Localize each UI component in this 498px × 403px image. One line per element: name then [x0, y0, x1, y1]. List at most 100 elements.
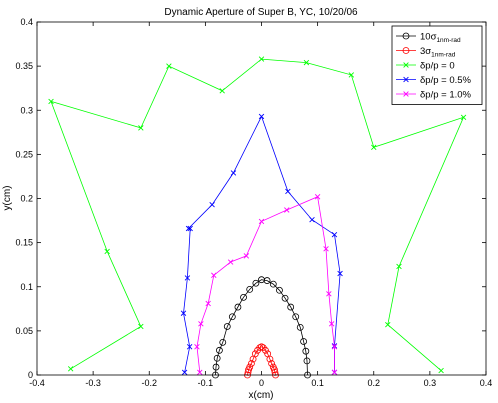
x-tick-label: 0.4: [480, 378, 493, 388]
series-4: [194, 194, 338, 376]
data-point: [396, 263, 402, 270]
data-point: [246, 285, 254, 293]
data-point: [258, 343, 265, 351]
data-point: [138, 125, 144, 131]
x-tick-label: -0.3: [85, 378, 101, 388]
data-point: [219, 338, 227, 346]
y-tick-label: 0.35: [15, 61, 33, 71]
legend-entry: δp/p = 0.5%: [396, 75, 472, 86]
data-point: [296, 323, 304, 331]
data-point: [326, 291, 332, 297]
data-point: [438, 367, 444, 374]
data-point: [246, 363, 254, 371]
data-point: [266, 355, 274, 363]
x-tick-label: -0.2: [141, 378, 157, 388]
data-point: [281, 294, 289, 302]
y-tick-label: 0: [28, 370, 33, 380]
x-tick-label: 0: [259, 378, 264, 388]
data-point: [216, 346, 223, 354]
y-tick-label: 0.4: [20, 17, 33, 27]
data-point: [284, 207, 290, 213]
data-point: [269, 280, 277, 288]
data-point: [337, 270, 343, 277]
data-point: [348, 72, 355, 78]
data-point: [302, 347, 310, 355]
data-point: [186, 344, 193, 350]
data-point: [251, 350, 259, 358]
legend-marker: [402, 47, 410, 54]
x-tick-label: 0.1: [311, 378, 324, 388]
data-point: [460, 114, 467, 121]
data-point: [187, 225, 193, 232]
x-axis-label: x(cm): [249, 390, 274, 401]
data-point: [138, 323, 144, 330]
data-point: [256, 344, 264, 352]
x-tick-label: -0.1: [198, 378, 214, 388]
y-tick-label: 0.05: [15, 326, 33, 336]
data-point: [198, 321, 204, 327]
data-point: [385, 321, 391, 328]
data-point: [303, 357, 311, 365]
data-point: [328, 321, 335, 327]
y-tick-label: 0.25: [15, 149, 33, 159]
chart-title: Dynamic Aperture of Super B, YC, 10/20/0…: [164, 7, 358, 18]
data-point: [48, 98, 54, 105]
data-point: [258, 56, 265, 62]
data-point: [227, 259, 234, 265]
data-point: [276, 286, 283, 294]
x-tick-label: -0.4: [29, 378, 45, 388]
data-point: [180, 310, 187, 316]
data-point: [323, 246, 329, 252]
data-point: [166, 63, 172, 69]
data-point: [205, 300, 211, 307]
legend-entry: δp/p = 0: [396, 61, 455, 72]
data-point: [197, 369, 203, 376]
data-point: [287, 303, 295, 311]
data-point: [292, 313, 300, 321]
data-point: [184, 275, 191, 281]
y-tick-label: 0.1: [20, 282, 33, 292]
data-point: [181, 369, 188, 376]
data-point: [285, 188, 291, 195]
data-point: [263, 277, 271, 284]
data-point: [240, 293, 247, 301]
data-point: [228, 313, 236, 321]
data-point: [185, 225, 192, 232]
data-point: [309, 216, 315, 223]
y-tick-label: 0.2: [20, 194, 33, 204]
data-point: [331, 344, 338, 350]
data-point: [371, 144, 377, 151]
data-point: [209, 201, 215, 208]
legend-label: δp/p = 1.0%: [420, 90, 472, 101]
data-point: [271, 366, 278, 374]
data-point: [212, 363, 220, 371]
x-tick-label: 0.2: [367, 378, 380, 388]
data-point: [331, 231, 338, 238]
legend-label: δp/p = 0.5%: [420, 75, 472, 86]
legend-marker: [403, 76, 409, 83]
data-point: [223, 323, 231, 330]
data-point: [258, 218, 265, 225]
data-point: [314, 194, 321, 200]
data-point: [258, 113, 265, 120]
data-point: [262, 346, 269, 354]
y-axis-label: y(cm): [2, 186, 13, 211]
data-point: [219, 88, 225, 94]
legend-marker: [403, 62, 409, 68]
legend-marker: [402, 32, 410, 40]
data-point: [243, 253, 250, 259]
y-tick-label: 0.3: [20, 105, 33, 115]
legend-label: δp/p = 0: [420, 61, 455, 72]
data-point: [300, 338, 307, 345]
data-point: [234, 303, 242, 311]
data-point: [67, 366, 74, 372]
legend-label-subscript: 1nm-rad: [431, 52, 456, 59]
legend-marker: [403, 91, 409, 97]
data-point: [194, 344, 200, 350]
legend-entry: δp/p = 1.0%: [396, 90, 472, 101]
series-2: [48, 56, 467, 374]
data-point: [331, 369, 338, 376]
data-point: [211, 272, 217, 278]
